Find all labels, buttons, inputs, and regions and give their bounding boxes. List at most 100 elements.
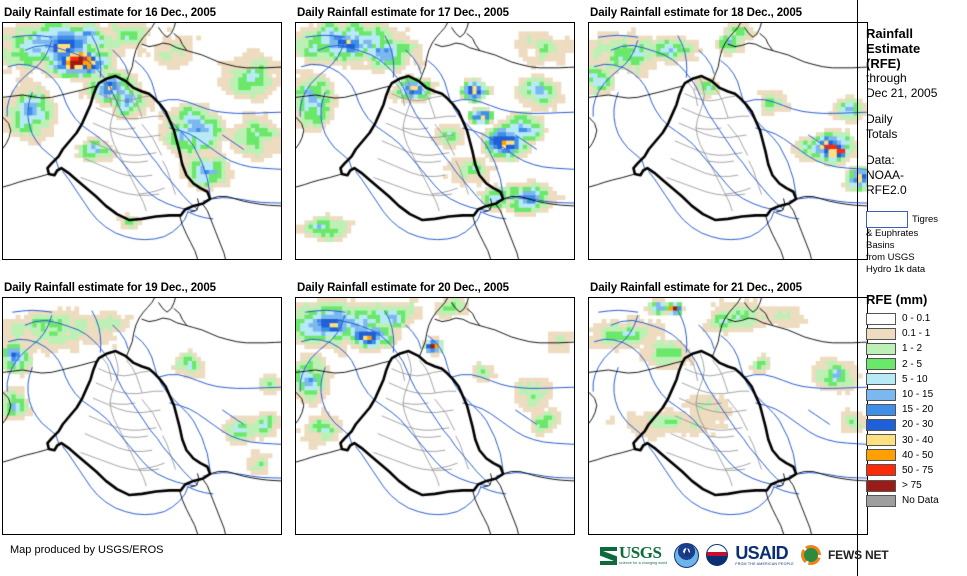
- rainfall-map-canvas: [296, 298, 574, 534]
- map-frame: [295, 297, 575, 535]
- legend-title: RFE (mm): [866, 292, 928, 307]
- usaid-wordmark-group: USAID FROM THE AMERICAN PEOPLE: [735, 542, 795, 566]
- legend-swatch: [866, 494, 896, 507]
- rainfall-map-canvas: [3, 298, 281, 534]
- map-panel: Daily Rainfall estimate for 16 Dec., 200…: [2, 7, 282, 260]
- legend-row: 50 - 75: [866, 463, 967, 478]
- legend-swatch: [866, 418, 896, 431]
- rainfall-map-canvas: [589, 298, 867, 534]
- legend-row: 1 - 2: [866, 341, 967, 356]
- legend-swatch: [866, 312, 896, 325]
- sidebar-through-date: Dec 21, 2005: [866, 86, 938, 100]
- map-panel: Daily Rainfall estimate for 21 Dec., 200…: [588, 282, 868, 535]
- basin-label-4: from USGS: [866, 252, 915, 263]
- usaid-wordmark: USAID: [735, 542, 788, 563]
- legend-row: No Data: [866, 493, 967, 508]
- legend-row: 30 - 40: [866, 433, 967, 448]
- basin-label-3: Basins: [866, 240, 895, 251]
- usaid-tagline: FROM THE AMERICAN PEOPLE: [735, 561, 795, 566]
- legend-label: 40 - 50: [902, 449, 934, 461]
- map-frame: [2, 297, 282, 535]
- fews-net-globe-icon: [801, 545, 822, 565]
- legend-label: 2 - 5: [902, 358, 923, 370]
- map-panel: Daily Rainfall estimate for 20 Dec., 200…: [295, 282, 575, 535]
- sidebar-data-line-1: Data:: [866, 153, 895, 167]
- legend-swatch: [866, 388, 896, 401]
- basin-outline-swatch: [866, 211, 908, 228]
- legend-label: 0.1 - 1: [902, 328, 931, 340]
- usgs-wordmark-group: USGS science for a changing world: [619, 543, 668, 565]
- map-panel-title: Daily Rainfall estimate for 17 Dec., 200…: [297, 7, 509, 19]
- sidebar-title-line-2: Estimate: [866, 41, 921, 56]
- sidebar-title: Rainfall Estimate (RFE) through Dec 21, …: [866, 26, 967, 101]
- legend-row: 0 - 0.1: [866, 311, 967, 326]
- map-panel-title: Daily Rainfall estimate for 16 Dec., 200…: [4, 7, 216, 19]
- basin-label-2: & Euphrates: [866, 228, 919, 239]
- legend-swatch: [866, 479, 896, 492]
- rainfall-map-canvas: [589, 23, 867, 259]
- sidebar-totals-line-1: Daily: [866, 112, 893, 126]
- legend-label: 50 - 75: [902, 464, 934, 476]
- legend-row: 40 - 50: [866, 448, 967, 463]
- legend-sidebar: Rainfall Estimate (RFE) through Dec 21, …: [857, 0, 967, 576]
- sidebar-data-line-2: NOAA-: [866, 168, 905, 182]
- legend-row: 15 - 20: [866, 402, 967, 417]
- map-frame: [588, 297, 868, 535]
- fews-net-wordmark: FEWS NET: [828, 548, 889, 562]
- legend-label: > 75: [902, 480, 922, 492]
- legend-label: No Data: [902, 495, 939, 507]
- legend-row: 2 - 5: [866, 357, 967, 372]
- legend-row: 20 - 30: [866, 417, 967, 432]
- usgs-wordmark: USGS: [619, 543, 662, 562]
- map-panel-title: Daily Rainfall estimate for 18 Dec., 200…: [590, 7, 802, 19]
- legend-swatch: [866, 449, 896, 462]
- basin-label-5: Hydro 1k data: [866, 264, 926, 275]
- legend-label: 5 - 10: [902, 373, 928, 385]
- legend-swatch: [866, 327, 896, 340]
- map-panel: Daily Rainfall estimate for 18 Dec., 200…: [588, 7, 868, 260]
- legend-label: 0 - 0.1: [902, 313, 931, 325]
- legend-swatch: [866, 358, 896, 371]
- usgs-mark-icon: [600, 547, 617, 565]
- map-panel-grid: Daily Rainfall estimate for 16 Dec., 200…: [2, 7, 868, 535]
- basin-legend: Tigres & Euphrates Basins from USGS Hydr…: [866, 211, 967, 276]
- rainfall-map-canvas: [3, 23, 281, 259]
- legend-row: 5 - 10: [866, 372, 967, 387]
- map-panel-title: Daily Rainfall estimate for 20 Dec., 200…: [297, 282, 509, 294]
- legend-swatch: [866, 434, 896, 447]
- noaa-seal-icon: [674, 542, 700, 568]
- sidebar-title-line-3: (RFE): [866, 56, 901, 71]
- sidebar-data-source: Data: NOAA- RFE2.0: [866, 153, 967, 198]
- legend-label: 15 - 20: [902, 404, 934, 416]
- map-panel: Daily Rainfall estimate for 17 Dec., 200…: [295, 7, 575, 260]
- legend-label: 20 - 30: [902, 419, 934, 431]
- usaid-seal-icon: [706, 544, 729, 566]
- map-frame: [295, 22, 575, 260]
- legend-label: 10 - 15: [902, 389, 934, 401]
- sidebar-totals: Daily Totals: [866, 112, 967, 142]
- usgs-tagline: science for a changing world: [619, 561, 668, 565]
- basin-legend-row: Tigres: [866, 211, 967, 228]
- legend-row: 10 - 15: [866, 387, 967, 402]
- legend-swatch: [866, 464, 896, 477]
- legend-label: 1 - 2: [902, 343, 923, 355]
- sidebar-data-line-3: RFE2.0: [866, 183, 907, 197]
- sidebar-totals-line-2: Totals: [866, 127, 898, 141]
- legend-swatch: [866, 373, 896, 386]
- usgs-logo: USGS science for a changing world: [600, 543, 668, 565]
- legend-row: 0.1 - 1: [866, 326, 967, 341]
- legend-swatch: [866, 342, 896, 355]
- legend-swatch: [866, 403, 896, 416]
- map-credit: Map produced by USGS/EROS: [10, 544, 164, 556]
- sidebar-title-line-1: Rainfall: [866, 26, 913, 41]
- map-panel: Daily Rainfall estimate for 19 Dec., 200…: [2, 282, 282, 535]
- legend-label: 30 - 40: [902, 434, 934, 446]
- rfe-legend-list: 0 - 0.1 0.1 - 1 1 - 2 2 - 5 5 - 10 10 - 15 15 …: [866, 311, 967, 508]
- map-panel-title: Daily Rainfall estimate for 19 Dec., 200…: [4, 282, 216, 294]
- map-panel-title: Daily Rainfall estimate for 21 Dec., 200…: [590, 282, 802, 294]
- legend-row: > 75: [866, 478, 967, 493]
- rainfall-map-canvas: [296, 23, 574, 259]
- map-frame: [588, 22, 868, 260]
- basin-label-1: Tigres: [912, 214, 939, 226]
- map-frame: [2, 22, 282, 260]
